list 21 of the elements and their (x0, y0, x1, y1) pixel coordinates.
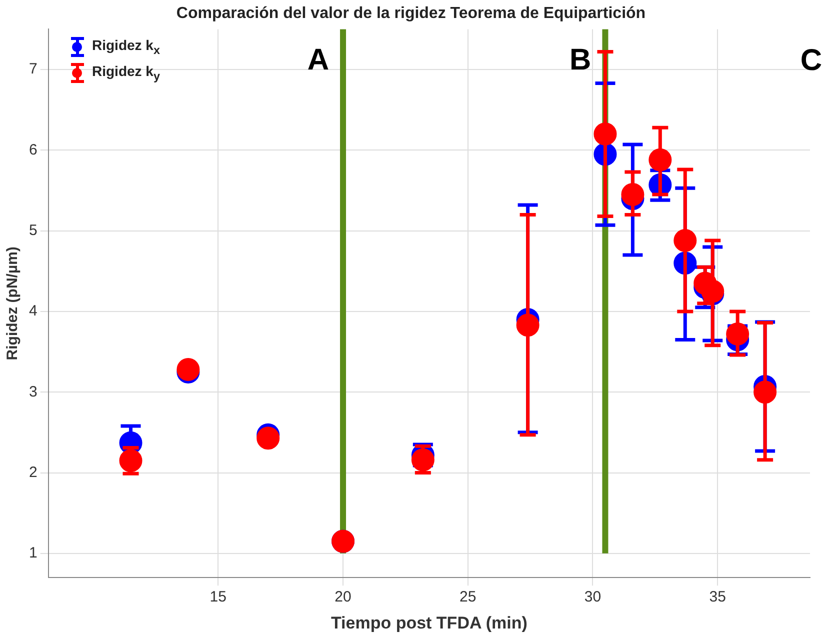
ref-line-label: A (307, 43, 330, 76)
point (256, 426, 280, 450)
y-tick-label: 5 (29, 222, 38, 239)
y-axis-title: Rigidez (pN/µm) (4, 246, 22, 360)
y-tick-label: 6 (29, 141, 38, 158)
y-tick-label: 7 (29, 60, 38, 78)
x-tick-label: 25 (460, 588, 476, 606)
x-tick-label: 15 (210, 588, 226, 606)
chart-title: Comparación del valor de la rigidez Teorema de Equipartición (176, 5, 646, 22)
ref-line-label: B (570, 43, 592, 76)
annotation: C (800, 44, 822, 78)
y-tick-label: 2 (29, 464, 38, 481)
x-axis-title: Tiempo post TFDA (min) (330, 613, 528, 632)
y-tick-label: 3 (29, 383, 38, 400)
x-tick-label: 30 (584, 588, 602, 606)
x-tick-label: 20 (334, 588, 352, 606)
legend-label: Rigidez k$_{y}$ (92, 63, 160, 83)
y-tick-label: 1 (29, 544, 38, 562)
y-tick-label: 4 (29, 302, 38, 320)
x-tick-label: 35 (709, 588, 726, 606)
legend-label: Rigidez k$_{x}$ (92, 37, 160, 57)
